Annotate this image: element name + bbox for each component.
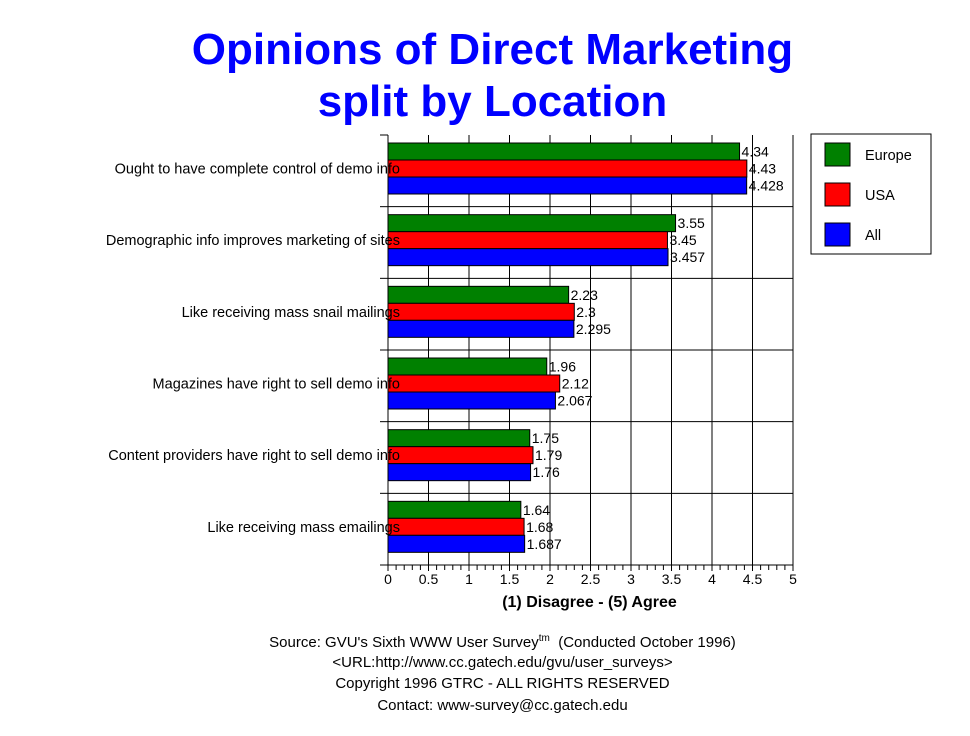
legend-label: USA xyxy=(865,188,895,204)
source-prefix: Source: GVU's Sixth WWW User Survey xyxy=(269,634,539,651)
bar-all xyxy=(387,176,748,195)
legend-label: Europe xyxy=(865,148,912,164)
legend-swatch-europe xyxy=(824,142,851,167)
data-label: 3.457 xyxy=(670,249,705,265)
category-label: Like receiving mass snail mailings xyxy=(182,305,400,321)
data-label: 1.64 xyxy=(523,502,550,518)
chart-title-line-2: split by Location xyxy=(317,77,668,126)
x-tick-label: 0 xyxy=(384,571,392,587)
copyright-notice: Copyright 1996 GTRC - ALL RIGHTS RESERVE… xyxy=(335,675,670,692)
bar-all xyxy=(387,319,575,338)
bar-europe xyxy=(387,500,522,519)
x-tick-label: 1.5 xyxy=(500,571,520,587)
source-line: Source: GVU's Sixth WWW User Surveytm (C… xyxy=(0,633,970,651)
category-label: Like receiving mass emailings xyxy=(207,520,400,536)
data-label: 1.68 xyxy=(526,519,553,535)
x-tick-label: 3 xyxy=(627,571,635,587)
bar-usa xyxy=(387,446,534,465)
legend-swatch-all xyxy=(824,222,851,247)
data-label: 1.687 xyxy=(527,536,562,552)
category-label: Ought to have complete control of demo i… xyxy=(115,162,400,178)
data-label: 2.3 xyxy=(576,304,596,320)
data-label: 4.34 xyxy=(742,144,769,160)
legend-label: All xyxy=(865,228,881,244)
data-label: 2.295 xyxy=(576,321,611,337)
bar-usa xyxy=(387,302,575,321)
x-tick-label: 2.5 xyxy=(581,571,601,587)
bar-all xyxy=(387,248,669,267)
data-label: 2.23 xyxy=(571,287,598,303)
bar-europe xyxy=(387,142,741,161)
source-url: <URL:http://www.cc.gatech.edu/gvu/user_s… xyxy=(332,654,673,671)
bar-usa xyxy=(387,374,561,393)
category-label: Content providers have right to sell dem… xyxy=(108,448,400,464)
data-label: 1.76 xyxy=(533,464,560,480)
x-tick-label: 5 xyxy=(789,571,797,587)
bar-europe xyxy=(387,285,570,304)
category-label: Magazines have right to sell demo info xyxy=(153,377,400,393)
x-tick-label: 2 xyxy=(546,571,554,587)
x-tick-label: 3.5 xyxy=(662,571,682,587)
data-label: 1.96 xyxy=(549,359,576,375)
data-label: 1.79 xyxy=(535,447,562,463)
bar-europe xyxy=(387,214,677,233)
data-label: 4.428 xyxy=(749,178,784,194)
bar-usa xyxy=(387,231,668,250)
bar-europe xyxy=(387,357,548,376)
x-tick-label: 4 xyxy=(708,571,716,587)
x-tick-label: 1 xyxy=(465,571,473,587)
contact-info: Contact: www-survey@cc.gatech.edu xyxy=(377,697,628,714)
bar-usa xyxy=(387,159,748,178)
bar-all xyxy=(387,534,526,553)
bar-usa xyxy=(387,517,525,536)
x-tick-label: 4.5 xyxy=(743,571,763,587)
x-axis-label: (1) Disagree - (5) Agree xyxy=(502,594,677,611)
source-suffix: (Conducted October 1996) xyxy=(549,634,736,651)
x-tick-label: 0.5 xyxy=(419,571,439,587)
legend-swatch-usa xyxy=(824,182,851,207)
data-label: 1.75 xyxy=(532,430,559,446)
bar-all xyxy=(387,391,556,410)
category-label: Demographic info improves marketing of s… xyxy=(106,233,400,249)
data-label: 2.12 xyxy=(562,376,589,392)
source-trademark: tm xyxy=(538,633,550,644)
data-label: 3.55 xyxy=(678,215,705,231)
bar-europe xyxy=(387,429,531,448)
chart-title-line-1: Opinions of Direct Marketing xyxy=(191,25,794,74)
data-label: 3.45 xyxy=(669,232,696,248)
bar-all xyxy=(387,463,532,482)
data-label: 2.067 xyxy=(557,393,592,409)
data-label: 4.43 xyxy=(749,161,776,177)
